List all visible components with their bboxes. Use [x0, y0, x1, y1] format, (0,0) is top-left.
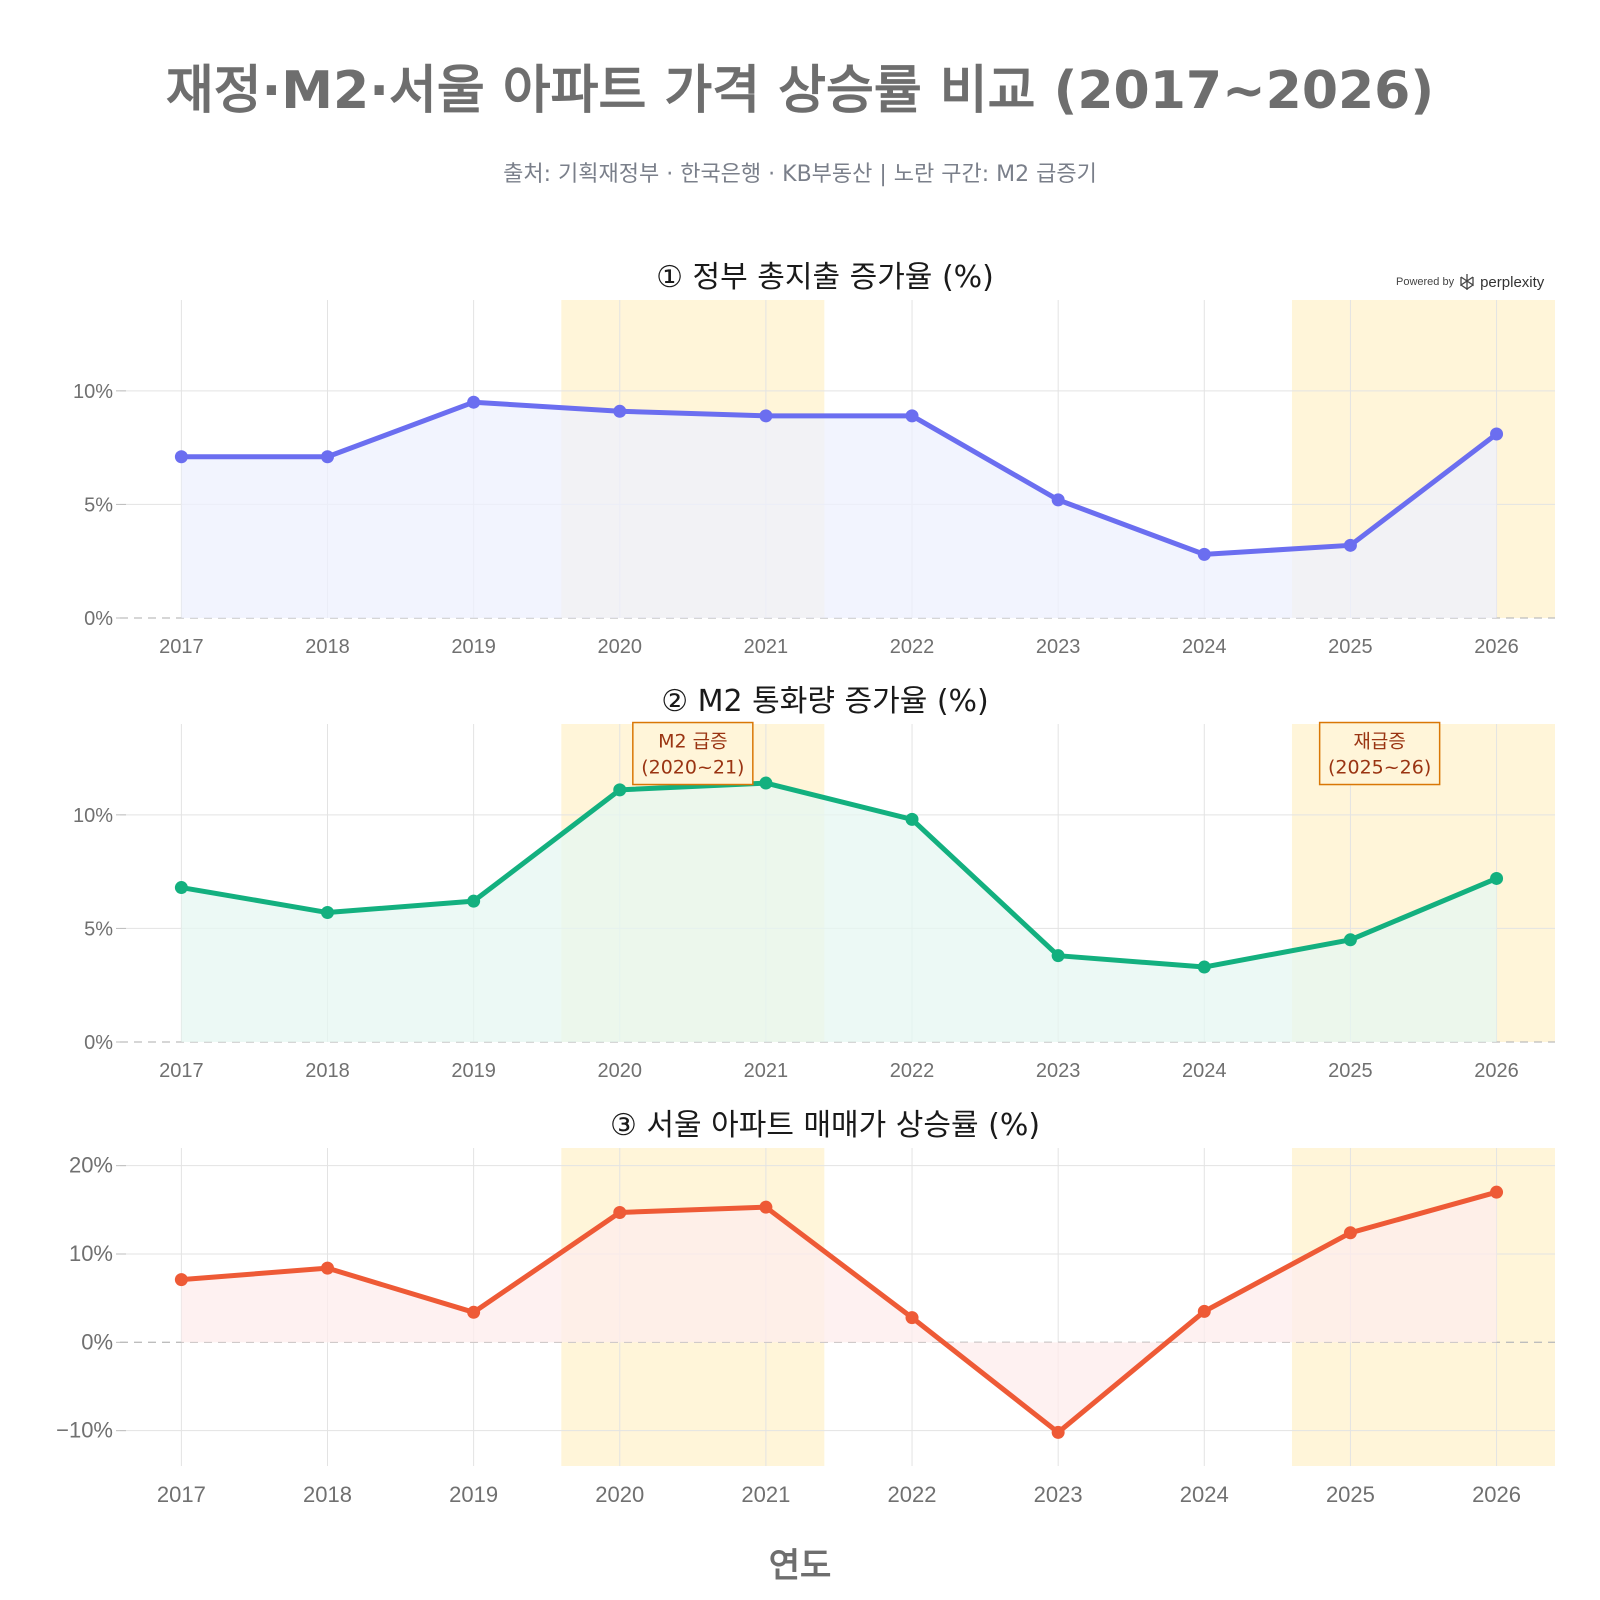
- data-point-2024: [1197, 960, 1211, 974]
- x-tick-label: 2022: [888, 1482, 937, 1507]
- x-tick-label: 2021: [744, 636, 789, 658]
- x-tick-label: 2026: [1472, 1482, 1521, 1507]
- x-tick-label: 2017: [159, 1060, 204, 1082]
- data-point-2026: [1490, 427, 1504, 441]
- data-point-2025: [1343, 1226, 1357, 1240]
- x-tick-label: 2021: [744, 1060, 789, 1082]
- powered-by-label: Powered by: [1396, 276, 1455, 288]
- annotation-text: (2025~26): [1328, 757, 1431, 779]
- data-point-2018: [321, 1261, 335, 1275]
- x-tick-label: 2023: [1034, 1482, 1083, 1507]
- x-tick-label: 2024: [1182, 1060, 1227, 1082]
- data-point-2025: [1343, 538, 1357, 552]
- x-tick-label: 2025: [1328, 1060, 1373, 1082]
- data-point-2022: [905, 1311, 919, 1325]
- chart-panel-3: −10% 0% 10% 20% 2017 2018 2019 2020 2021 2022 2023…: [56, 1108, 1555, 1507]
- series-area-fill: [181, 783, 1497, 1042]
- x-tick-label: 2017: [159, 636, 204, 658]
- y-tick-label: 10%: [73, 805, 113, 827]
- data-point-2020: [613, 783, 627, 797]
- x-tick-label: 2020: [598, 1060, 643, 1082]
- powered-by-badge[interactable]: Powered by perplexity: [1396, 273, 1544, 291]
- data-point-2023: [1051, 1425, 1065, 1439]
- y-tick-label: 0%: [84, 1032, 113, 1054]
- series-area-fill: [181, 1192, 1497, 1433]
- x-tick-label: 2020: [595, 1482, 644, 1507]
- x-tick-label: 2017: [157, 1482, 206, 1507]
- series-line: [178, 1189, 1500, 1435]
- perplexity-logo-icon: [1460, 274, 1474, 290]
- y-tick-label: 0%: [84, 608, 113, 630]
- page-subtitle: 출처: 기획재정부 · 한국은행 · KB부동산 | 노란 구간: M2 급증기: [503, 162, 1097, 187]
- data-point-2021: [759, 776, 773, 790]
- data-point-2026: [1490, 871, 1504, 885]
- data-point-2022: [905, 812, 919, 826]
- x-tick-label: 2019: [451, 1060, 496, 1082]
- data-point-2018: [321, 906, 335, 920]
- data-point-2019: [467, 395, 481, 409]
- x-tick-label: 2025: [1328, 636, 1373, 658]
- panel-title: ③ 서울 아파트 매매가 상승률 (%): [610, 1108, 1040, 1143]
- annotation-box: [632, 721, 754, 786]
- x-tick-label: 2023: [1036, 636, 1081, 658]
- data-point-2026: [1490, 1185, 1504, 1199]
- annotation-text: M2 급증: [658, 731, 727, 753]
- data-point-2017: [174, 450, 188, 464]
- y-tick-label: 20%: [69, 1153, 113, 1178]
- data-point-2017: [174, 881, 188, 895]
- x-tick-label: 2018: [303, 1482, 352, 1507]
- data-point-2020: [613, 404, 627, 418]
- x-tick-label: 2019: [449, 1482, 498, 1507]
- data-point-2017: [174, 1273, 188, 1287]
- y-tick-label: 5%: [84, 918, 113, 940]
- x-tick-label: 2024: [1182, 636, 1227, 658]
- annotation-text: (2020~21): [641, 757, 744, 779]
- data-point-2021: [759, 409, 773, 423]
- x-tick-label: 2021: [741, 1482, 790, 1507]
- y-tick-label: 10%: [69, 1241, 113, 1266]
- annotation-2: 재급증 (2025~26): [1318, 721, 1441, 786]
- data-point-2020: [613, 1205, 627, 1219]
- series-line: [178, 780, 1500, 970]
- x-tick-label: 2022: [890, 1060, 935, 1082]
- x-tick-label: 2026: [1474, 1060, 1519, 1082]
- x-tick-label: 2026: [1474, 636, 1519, 658]
- data-point-2025: [1343, 933, 1357, 947]
- x-tick-label: 2018: [305, 636, 350, 658]
- page-title: 재정·M2·서울 아파트 가격 상승률 비교 (2017~2026): [165, 61, 1435, 121]
- annotation-1: M2 급증 (2020~21): [632, 721, 754, 786]
- y-tick-label: 5%: [84, 494, 113, 516]
- x-tick-label: 2024: [1180, 1482, 1229, 1507]
- y-tick-label: −10%: [56, 1418, 113, 1443]
- data-point-2018: [321, 450, 335, 464]
- chart-panel-1: 0% 5% 10% 2017 2018 2019 2020 2021 2022 2023 2024 2…: [73, 260, 1555, 658]
- perplexity-brand: perplexity: [1480, 273, 1545, 291]
- y-tick-label: 0%: [81, 1329, 113, 1354]
- data-point-2023: [1051, 949, 1065, 963]
- series-line: [178, 399, 1500, 557]
- annotation-box: [1318, 721, 1441, 786]
- series-area-fill: [181, 402, 1497, 618]
- data-point-2024: [1197, 547, 1211, 561]
- data-point-2021: [759, 1200, 773, 1214]
- data-point-2024: [1197, 1304, 1211, 1318]
- x-tick-label: 2023: [1036, 1060, 1081, 1082]
- x-tick-label: 2018: [305, 1060, 350, 1082]
- panel-title: ① 정부 총지출 증가율 (%): [656, 260, 994, 295]
- annotation-text: 재급증: [1353, 731, 1405, 753]
- data-point-2023: [1051, 493, 1065, 507]
- y-tick-label: 10%: [73, 381, 113, 403]
- data-point-2022: [905, 409, 919, 423]
- x-tick-label: 2025: [1326, 1482, 1375, 1507]
- panel-title: ② M2 통화량 증가율 (%): [661, 684, 989, 719]
- x-tick-label: 2020: [598, 636, 643, 658]
- x-axis-title: 연도: [768, 1546, 832, 1586]
- data-point-2019: [467, 1305, 481, 1319]
- x-tick-label: 2022: [890, 636, 935, 658]
- x-tick-label: 2019: [451, 636, 496, 658]
- chart-panel-2: 0% 5% 10% 2017 2018 2019 2020 2021 2022 2023 2024 2…: [73, 684, 1555, 1082]
- data-point-2019: [467, 894, 481, 908]
